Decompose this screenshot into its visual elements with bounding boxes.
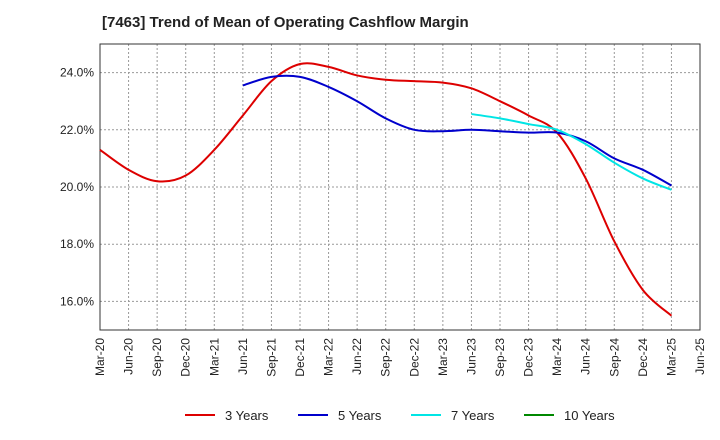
x-tick-label: Jun-25 (693, 338, 707, 375)
legend-label: 7 Years (451, 407, 495, 423)
legend-item-10-years: 10 Years (524, 404, 615, 426)
series-line-5-years (242, 74, 672, 187)
legend-item-3-years: 3 Years (185, 404, 268, 426)
series-line-7-years (471, 113, 672, 191)
x-tick-label: Dec-22 (407, 338, 421, 377)
chart-title: [7463] Trend of Mean of Operating Cashfl… (102, 14, 469, 31)
x-tick-label: Jun-24 (579, 338, 593, 375)
legend-swatch (298, 414, 328, 416)
x-tick-label: Sep-23 (493, 338, 507, 377)
legend-swatch (185, 414, 215, 416)
x-tick-label: Sep-21 (264, 338, 278, 377)
legend: 3 Years 5 Years 7 Years 10 Years (0, 404, 720, 428)
legend-swatch (411, 414, 441, 416)
x-tick-label: Dec-20 (179, 338, 193, 377)
x-tick-label: Jun-23 (464, 338, 478, 375)
legend-item-7-years: 7 Years (411, 404, 494, 426)
plot-area (99, 43, 701, 331)
x-tick-label: Sep-22 (379, 338, 393, 377)
x-tick-label: Dec-24 (636, 338, 650, 377)
legend-item-5-years: 5 Years (298, 404, 381, 426)
y-tick-label: 20.0% (60, 180, 94, 194)
x-tick-label: Jun-20 (122, 338, 136, 375)
legend-label: 3 Years (225, 407, 269, 423)
y-tick-label: 16.0% (60, 294, 94, 308)
x-tick-label: Sep-20 (150, 338, 164, 377)
series-line-3-years (99, 62, 673, 317)
x-tick-label: Mar-24 (550, 338, 564, 376)
x-tick-label: Mar-21 (207, 338, 221, 376)
legend-label: 10 Years (564, 407, 615, 423)
x-tick-label: Jun-21 (236, 338, 250, 375)
x-tick-label: Mar-20 (93, 338, 107, 376)
x-tick-label: Sep-24 (607, 338, 621, 377)
x-tick-label: Mar-25 (664, 338, 678, 376)
legend-label: 5 Years (338, 407, 382, 423)
x-tick-label: Mar-22 (322, 338, 336, 376)
x-tick-label: Jun-22 (350, 338, 364, 375)
x-tick-label: Dec-21 (293, 338, 307, 377)
line-chart: 16.0% 18.0% 20.0% 22.0% 24.0% Mar-20 Jun-20 Sep… (60, 43, 707, 377)
legend-swatch (524, 414, 554, 416)
y-tick-label: 24.0% (60, 66, 94, 80)
x-tick-label: Mar-23 (436, 338, 450, 376)
y-tick-label: 22.0% (60, 123, 94, 137)
y-tick-label: 18.0% (60, 237, 94, 251)
x-tick-label: Dec-23 (522, 338, 536, 377)
